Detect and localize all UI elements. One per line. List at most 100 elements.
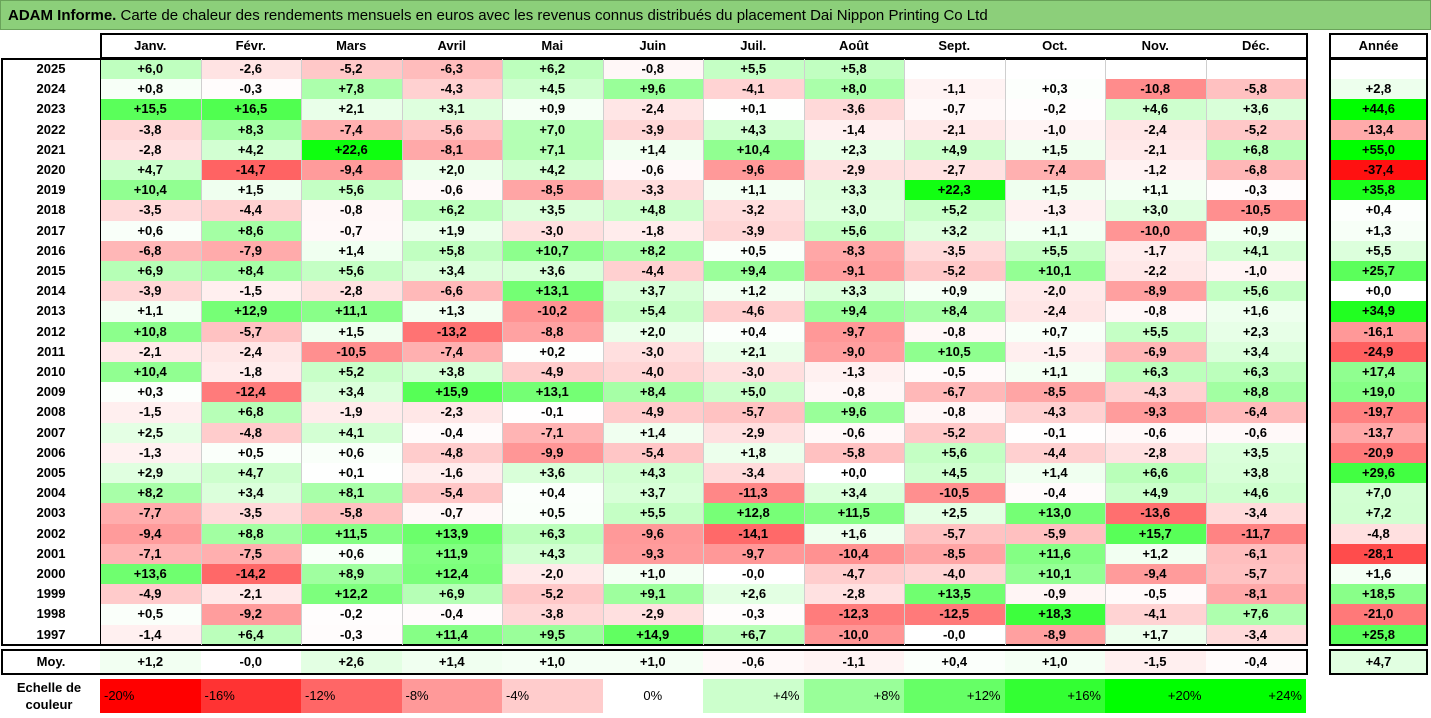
heatmap-cell: -12,4 [200, 382, 301, 403]
annual-cell: +5,5 [1329, 240, 1428, 261]
heatmap-cell [904, 59, 1005, 80]
heatmap-cell: -2,1 [1105, 139, 1206, 160]
heatmap-cell: +1,5 [1004, 139, 1105, 160]
color-scale-swatch: +20% [1105, 679, 1206, 713]
heatmap-cell: +15,5 [100, 99, 201, 120]
heatmap-cell: -1,5 [100, 402, 201, 423]
column-divider [904, 59, 905, 645]
heatmap-cell: -4,4 [200, 200, 301, 221]
heatmap-cell: -0,7 [301, 220, 402, 241]
column-header: Oct. [1042, 38, 1068, 53]
heatmap-cell: +6,8 [1205, 139, 1306, 160]
heatmap-cell: +7,8 [301, 79, 402, 100]
heatmap-cell: -2,4 [1105, 119, 1206, 140]
color-scale-swatch: -16% [200, 679, 301, 713]
heatmap-cell: +4,6 [1205, 483, 1306, 504]
heatmap-cell: +12,4 [401, 564, 502, 585]
heatmap-cell: +7,1 [502, 139, 603, 160]
heatmap-cell: +12,8 [703, 503, 804, 524]
column-divider [401, 59, 403, 645]
heatmap-cell: +8,6 [200, 220, 301, 241]
heatmap-cell: +0,3 [100, 382, 201, 403]
column-divider [602, 59, 604, 645]
heatmap-cell: -2,1 [904, 119, 1005, 140]
heatmap-cell: +1,4 [602, 422, 703, 443]
row-year-label: 2015 [36, 263, 66, 278]
heatmap-cell: -0,8 [904, 402, 1005, 423]
heatmap-cell: -5,4 [602, 442, 703, 463]
heatmap-cell: +3,7 [602, 483, 703, 504]
heatmap-cell: +4,3 [502, 543, 603, 564]
row-year-label: 2008 [36, 404, 66, 420]
heatmap-cell: +1,1 [1004, 362, 1105, 383]
row-year-label: 2021 [36, 141, 66, 157]
heatmap-cell: +3,0 [803, 200, 904, 221]
average-cell: -1,5 [1105, 649, 1206, 674]
heatmap-cell: -6,8 [1205, 160, 1306, 181]
color-scale-swatch: +8% [803, 679, 904, 713]
heatmap-cell: -6,1 [1205, 543, 1306, 564]
heatmap-cell: -4,8 [200, 422, 301, 443]
column-header: Janv. [134, 38, 167, 53]
heatmap-cell: +15,7 [1105, 523, 1206, 544]
annual-cell: +18,5 [1329, 584, 1428, 605]
heatmap-cell: -1,3 [803, 362, 904, 383]
heatmap-cell: +4,3 [703, 119, 804, 140]
heatmap-cell: +1,1 [1105, 180, 1206, 201]
heatmap-cell: -9,4 [100, 523, 201, 544]
heatmap-cell: -12,5 [904, 604, 1005, 625]
heatmap-cell: -0,1 [1004, 422, 1105, 443]
heatmap-cell: +1,4 [301, 240, 402, 261]
heatmap-cell: +4,9 [1105, 483, 1206, 504]
column-divider [200, 59, 202, 645]
heatmap-cell: -2,8 [1105, 442, 1206, 463]
heatmap-cell: +5,8 [803, 59, 904, 80]
heatmap-cell: -0,3 [1205, 180, 1306, 201]
heatmap-cell: +0,9 [1205, 220, 1306, 241]
annual-cell: -19,7 [1329, 402, 1428, 423]
column-header: Sept. [938, 38, 971, 53]
heatmap-cell: +6,4 [200, 624, 301, 645]
heatmap-cell: +11,5 [803, 503, 904, 524]
heatmap-cell: -4,7 [803, 564, 904, 585]
heatmap-cell: -2,2 [1105, 261, 1206, 282]
heatmap-cell: +3,4 [401, 261, 502, 282]
heatmap-cell: -3,3 [602, 180, 703, 201]
heatmap-cell: -4,4 [1004, 442, 1105, 463]
heatmap-cell: -9,0 [803, 341, 904, 362]
heatmap-cell: +3,4 [1205, 341, 1306, 362]
row-year-label: 2020 [36, 162, 66, 177]
heatmap-cell: +3,8 [1205, 463, 1306, 484]
heatmap-cell: -5,2 [502, 584, 603, 605]
heatmap-cell: +10,1 [1004, 261, 1105, 282]
heatmap-cell: -7,4 [1004, 160, 1105, 181]
heatmap-cell: +10,5 [904, 341, 1005, 362]
heatmap-cell: +1,1 [100, 301, 201, 322]
heatmap-cell: +0,3 [1004, 79, 1105, 100]
heatmap-cell: +13,1 [502, 382, 603, 403]
row-year-label: 2003 [36, 505, 66, 521]
heatmap-cell: +4,3 [602, 463, 703, 484]
annual-cell: +44,6 [1329, 99, 1428, 120]
heatmap-cell: -2,4 [1004, 301, 1105, 322]
heatmap-cell: -13,6 [1105, 503, 1206, 524]
heatmap-cell: -7,9 [200, 240, 301, 261]
heatmap-cell: +7,0 [502, 119, 603, 140]
column-divider [1004, 59, 1006, 645]
heatmap-cell: -0,7 [904, 99, 1005, 120]
heatmap-cell: +0,4 [703, 321, 804, 342]
heatmap-cell: -14,2 [200, 564, 301, 585]
heatmap-cell: -5,8 [301, 503, 402, 524]
heatmap-cell: +4,1 [301, 422, 402, 443]
heatmap-cell: -7,1 [502, 422, 603, 443]
heatmap-cell: -9,6 [703, 160, 804, 181]
heatmap-cell: -3,9 [100, 281, 201, 302]
heatmap-cell: +3,6 [1205, 99, 1306, 120]
row-year-label: 2023 [36, 101, 66, 117]
row-year-label: 2016 [36, 242, 66, 258]
heatmap-cell: -8,1 [401, 139, 502, 160]
heatmap-cell: +4,7 [200, 463, 301, 484]
heatmap-cell [1205, 59, 1306, 80]
color-scale-swatch: -8% [401, 679, 502, 713]
heatmap-cell: -5,7 [1205, 564, 1306, 585]
